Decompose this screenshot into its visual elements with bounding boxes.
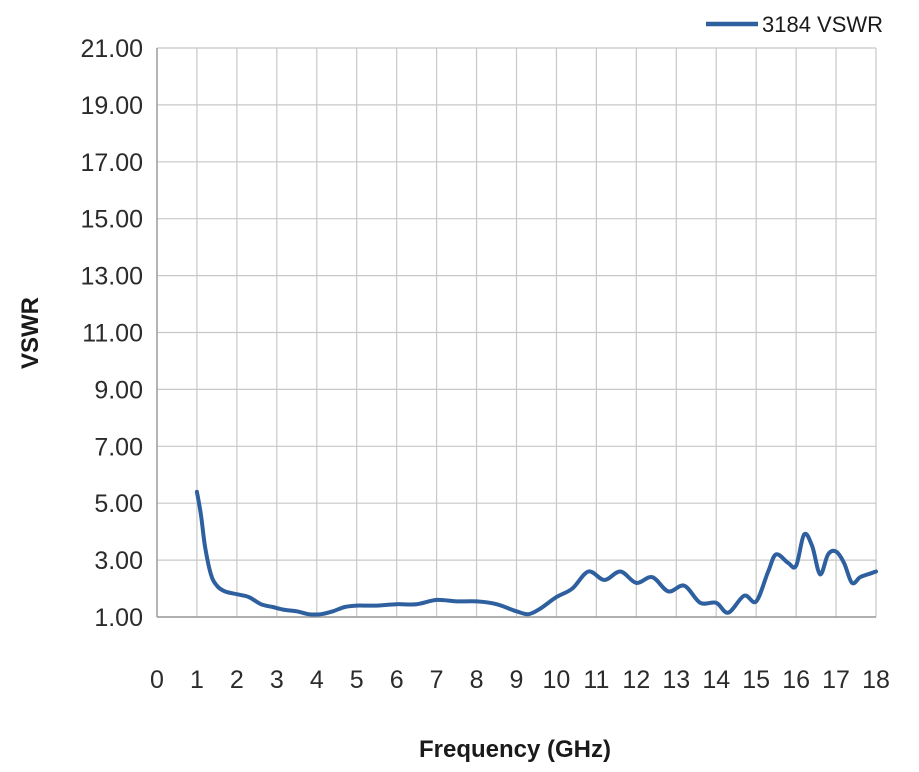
- x-tick-label: 1: [190, 666, 204, 694]
- x-tick-label: 12: [622, 666, 650, 694]
- y-tick-label: 1.00: [94, 604, 143, 632]
- x-tick-label: 6: [390, 666, 404, 694]
- grid: [156, 47, 877, 618]
- y-tick-label: 11.00: [82, 320, 143, 348]
- x-tick-label: 4: [310, 666, 324, 694]
- x-tick-label: 0: [150, 666, 164, 694]
- x-tick-label: 3: [270, 666, 284, 694]
- y-axis-title: VSWR: [17, 297, 44, 369]
- x-tick-label: 17: [822, 666, 850, 694]
- series-line-0: [194, 489, 878, 617]
- legend-label: 3184 VSWR: [762, 12, 883, 37]
- y-tick-label: 15.00: [80, 206, 143, 234]
- x-tick-labels: 0 1 2 3 4 5 6 7 8 9 10 11 12 13 14 15 16 17 18: [150, 666, 890, 694]
- x-axis-title: Frequency (GHz): [419, 736, 611, 763]
- x-tick-label: 7: [430, 666, 444, 694]
- y-tick-label: 9.00: [94, 376, 143, 404]
- x-tick-label: 5: [350, 666, 364, 694]
- y-tick-label: 7.00: [94, 433, 143, 461]
- x-tick-label: 14: [702, 666, 730, 694]
- x-tick-label: 10: [543, 666, 571, 694]
- legend: 3184 VSWR: [706, 12, 883, 37]
- x-tick-label: 15: [742, 666, 770, 694]
- x-tick-label: 9: [510, 666, 524, 694]
- y-tick-label: 19.00: [80, 92, 143, 120]
- x-tick-label: 11: [583, 666, 609, 694]
- y-tick-label: 13.00: [80, 263, 143, 291]
- axes: [156, 48, 876, 618]
- x-tick-label: 2: [230, 666, 244, 694]
- x-tick-label: 18: [862, 666, 890, 694]
- y-tick-label: 3.00: [94, 547, 143, 575]
- y-tick-label: 5.00: [94, 490, 143, 518]
- x-tick-label: 16: [782, 666, 810, 694]
- x-tick-label: 8: [470, 666, 484, 694]
- x-tick-label: 13: [662, 666, 690, 694]
- y-tick-label: 17.00: [80, 149, 143, 177]
- y-tick-label: 21.00: [80, 35, 143, 63]
- series-layer: [194, 489, 878, 617]
- y-tick-labels: 1.00 3.00 5.00 7.00 9.00 11.00 13.00 15.00 17.00…: [80, 35, 143, 632]
